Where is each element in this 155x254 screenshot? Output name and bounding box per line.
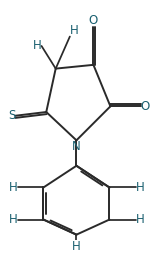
Text: H: H	[72, 240, 81, 253]
Text: H: H	[9, 213, 18, 226]
Text: H: H	[33, 39, 42, 53]
Text: O: O	[141, 100, 150, 113]
Text: N: N	[72, 140, 81, 153]
Text: H: H	[9, 181, 18, 194]
Text: H: H	[136, 213, 145, 226]
Text: S: S	[8, 109, 15, 122]
Text: H: H	[136, 181, 145, 194]
Text: H: H	[70, 24, 79, 37]
Text: O: O	[89, 14, 98, 27]
